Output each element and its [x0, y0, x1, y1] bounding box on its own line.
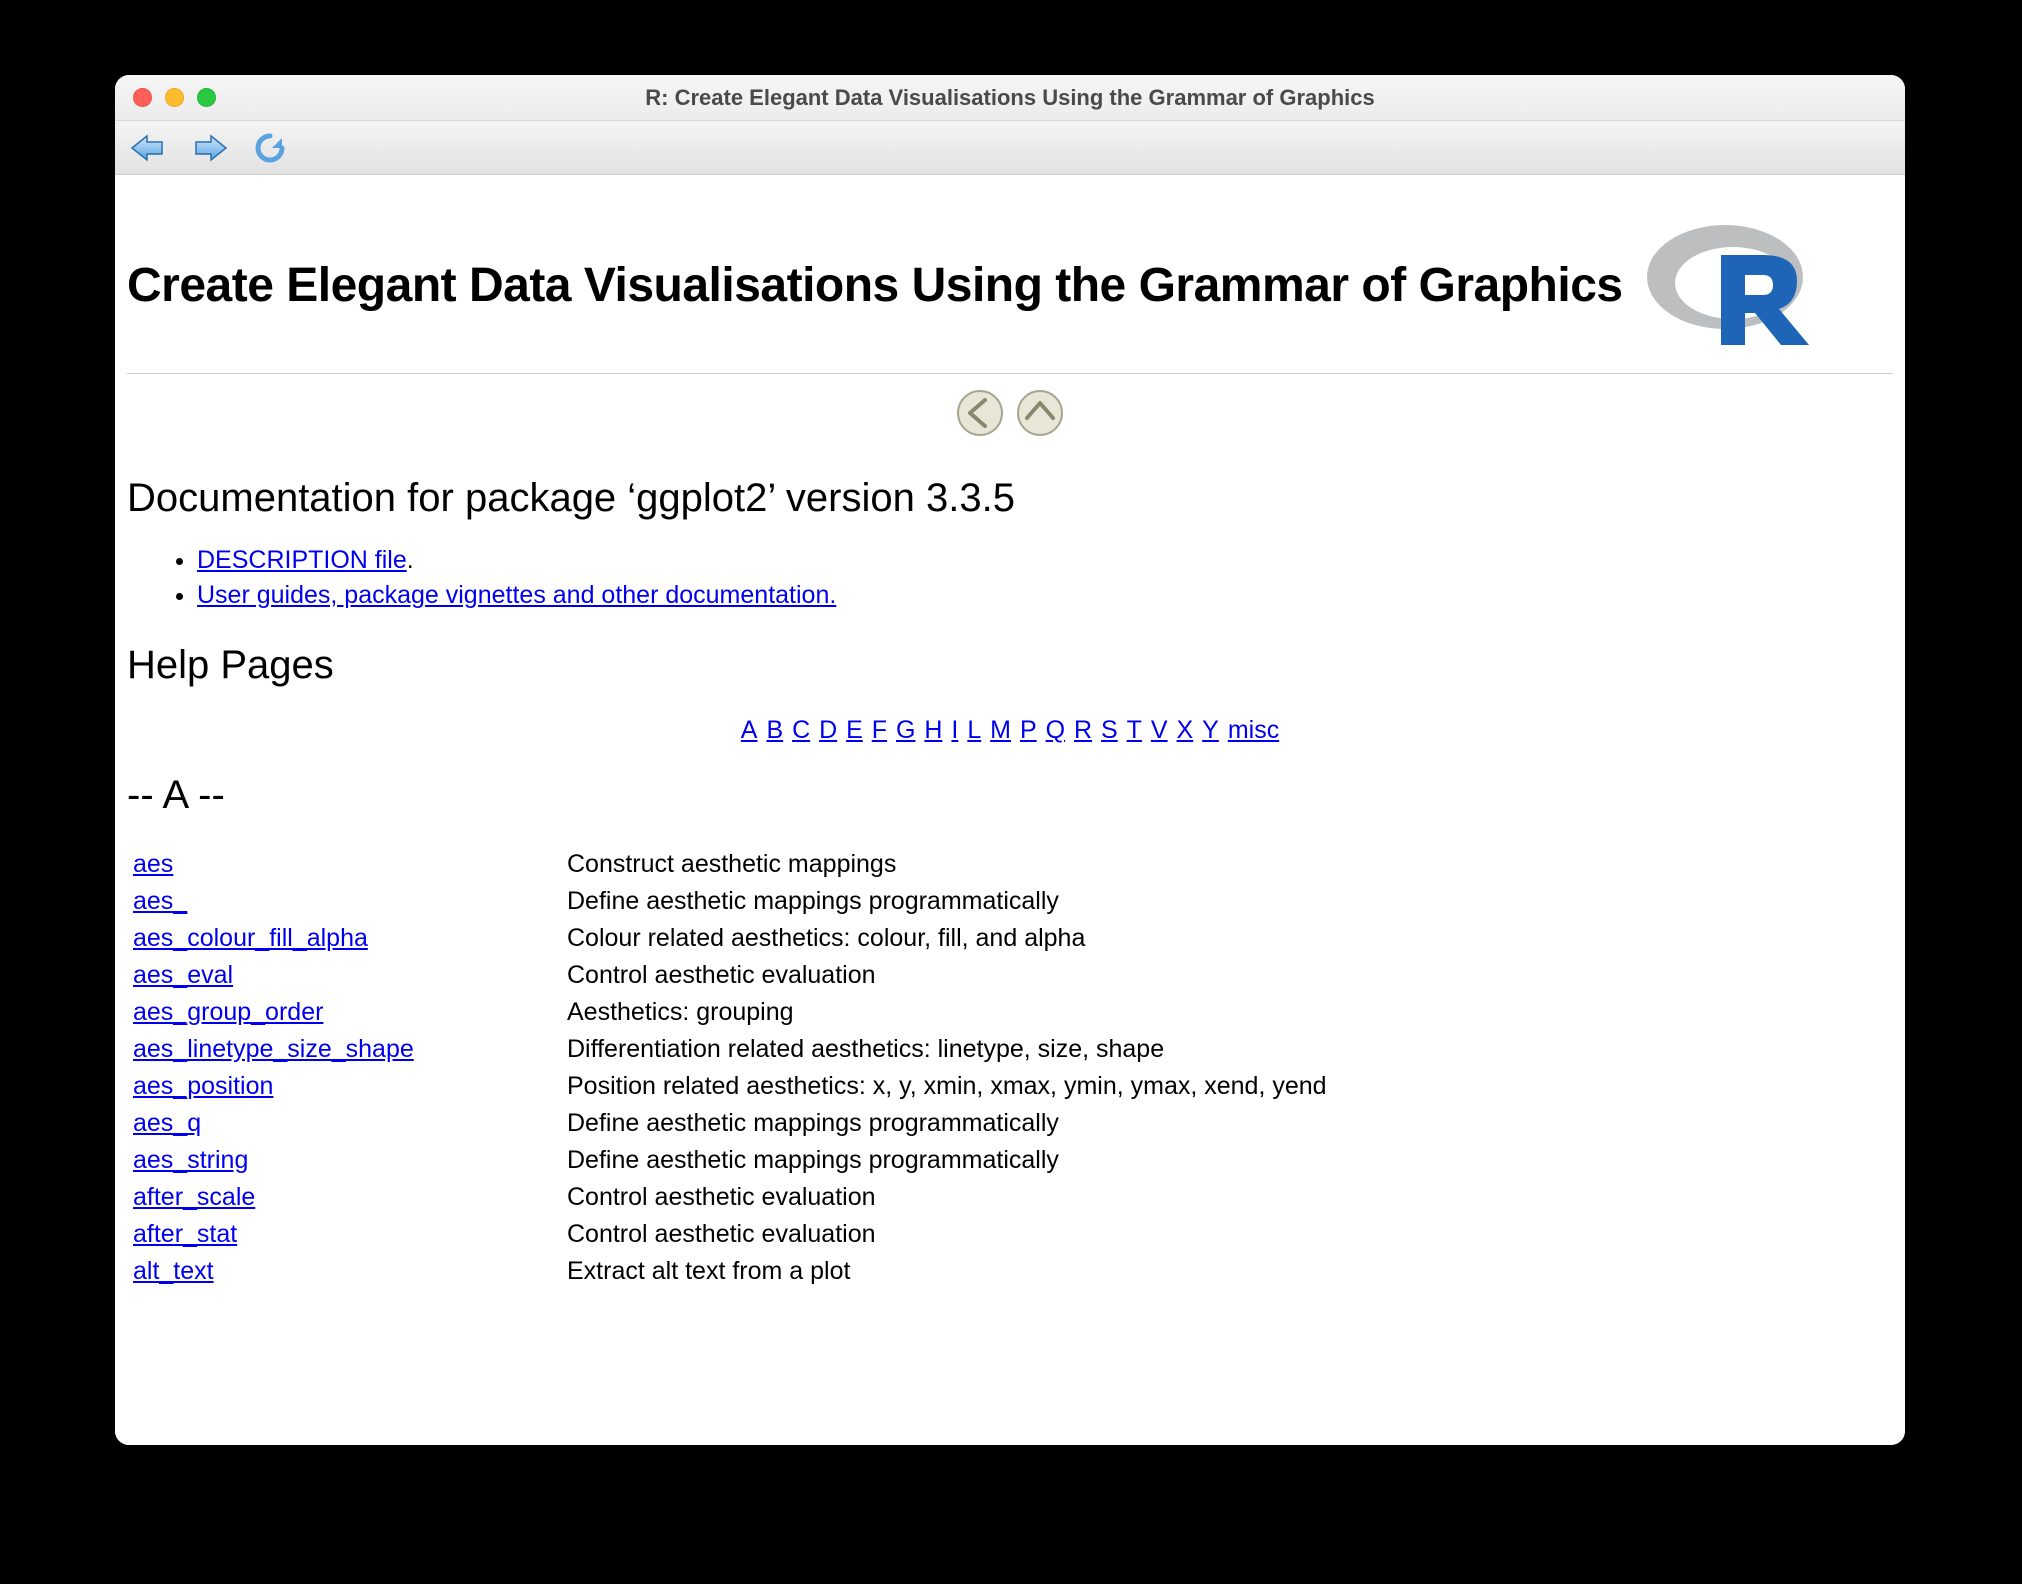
traffic-lights — [115, 88, 216, 107]
table-row: aes_q Define aesthetic mappings programma… — [127, 1105, 1893, 1142]
function-desc: Control aesthetic evaluation — [567, 957, 1893, 994]
function-desc: Define aesthetic mappings programmatical… — [567, 883, 1893, 920]
table-row: aes_string Define aesthetic mappings prog… — [127, 1142, 1893, 1179]
section-letter: -- A -- — [127, 773, 1893, 818]
index-letter[interactable]: B — [766, 716, 783, 744]
function-desc: Position related aesthetics: x, y, xmin,… — [567, 1068, 1893, 1105]
prev-icon[interactable] — [955, 388, 1005, 438]
index-letter[interactable]: A — [741, 716, 758, 744]
app-window: R: Create Elegant Data Visualisations Us… — [115, 75, 1905, 1445]
description-link[interactable]: DESCRIPTION file — [197, 546, 407, 574]
page-title: Create Elegant Data Visualisations Using… — [127, 258, 1623, 313]
index-letter[interactable]: X — [1177, 716, 1194, 744]
function-link[interactable]: aes_position — [133, 1072, 273, 1100]
table-row: aes_ Define aesthetic mappings programmat… — [127, 883, 1893, 920]
function-link[interactable]: aes_colour_fill_alpha — [133, 924, 368, 952]
nav-icons — [127, 388, 1893, 438]
maximize-button[interactable] — [197, 88, 216, 107]
vignettes-link[interactable]: User guides, package vignettes and other… — [197, 581, 836, 609]
function-desc: Construct aesthetic mappings — [567, 846, 1893, 883]
table-row: after_stat Control aesthetic evaluation — [127, 1216, 1893, 1253]
function-desc: Control aesthetic evaluation — [567, 1216, 1893, 1253]
index-letter[interactable]: Q — [1046, 716, 1065, 744]
titlebar: R: Create Elegant Data Visualisations Us… — [115, 75, 1905, 121]
function-link[interactable]: aes_group_order — [133, 998, 323, 1026]
table-row: aes_position Position related aesthetics:… — [127, 1068, 1893, 1105]
table-row: aes_eval Control aesthetic evaluation — [127, 957, 1893, 994]
function-desc: Control aesthetic evaluation — [567, 1179, 1893, 1216]
index-letter[interactable]: H — [924, 716, 942, 744]
forward-button[interactable] — [191, 133, 229, 163]
list-item: DESCRIPTION file. — [197, 543, 1893, 578]
r-logo — [1643, 215, 1813, 355]
doc-links: DESCRIPTION file. User guides, package v… — [127, 543, 1893, 613]
function-link[interactable]: aes_string — [133, 1146, 248, 1174]
table-row: after_scale Control aesthetic evaluation — [127, 1179, 1893, 1216]
function-tbody: aes Construct aesthetic mappings aes_ Defin… — [127, 846, 1893, 1290]
table-row: aes Construct aesthetic mappings — [127, 846, 1893, 883]
index-letter[interactable]: S — [1101, 716, 1118, 744]
index-letter[interactable]: M — [990, 716, 1011, 744]
alphabet-index: A B C D E F G H I L M P Q R S T V X Y mi… — [127, 716, 1893, 745]
toolbar — [115, 121, 1905, 175]
back-button[interactable] — [129, 133, 167, 163]
index-letter[interactable]: T — [1127, 716, 1142, 744]
minimize-button[interactable] — [165, 88, 184, 107]
window-title: R: Create Elegant Data Visualisations Us… — [115, 85, 1905, 111]
function-desc: Define aesthetic mappings programmatical… — [567, 1142, 1893, 1179]
index-letter[interactable]: Y — [1202, 716, 1219, 744]
function-desc: Colour related aesthetics: colour, fill,… — [567, 920, 1893, 957]
page-header: Create Elegant Data Visualisations Using… — [127, 175, 1893, 373]
function-link[interactable]: aes_linetype_size_shape — [133, 1035, 414, 1063]
index-letter[interactable]: C — [792, 716, 810, 744]
table-row: aes_group_order Aesthetics: grouping — [127, 994, 1893, 1031]
function-link[interactable]: aes_ — [133, 887, 187, 915]
refresh-button[interactable] — [253, 131, 287, 165]
index-letter[interactable]: P — [1020, 716, 1037, 744]
index-letter[interactable]: misc — [1228, 716, 1279, 744]
doc-heading: Documentation for package ‘ggplot2’ vers… — [127, 476, 1893, 521]
table-row: aes_colour_fill_alpha Colour related aest… — [127, 920, 1893, 957]
function-table: aes Construct aesthetic mappings aes_ Defin… — [127, 846, 1893, 1290]
index-letter[interactable]: L — [967, 716, 981, 744]
index-letter[interactable]: R — [1074, 716, 1092, 744]
table-row: aes_linetype_size_shape Differentiation r… — [127, 1031, 1893, 1068]
function-desc: Define aesthetic mappings programmatical… — [567, 1105, 1893, 1142]
table-row: alt_text Extract alt text from a plot — [127, 1253, 1893, 1290]
function-link[interactable]: aes_eval — [133, 961, 233, 989]
function-link[interactable]: after_stat — [133, 1220, 237, 1248]
function-desc: Differentiation related aesthetics: line… — [567, 1031, 1893, 1068]
divider — [127, 373, 1893, 374]
function-link[interactable]: alt_text — [133, 1257, 214, 1285]
function-link[interactable]: after_scale — [133, 1183, 255, 1211]
index-letter[interactable]: E — [846, 716, 863, 744]
up-icon[interactable] — [1015, 388, 1065, 438]
index-letter[interactable]: D — [819, 716, 837, 744]
index-letter[interactable]: G — [896, 716, 915, 744]
index-letter[interactable]: V — [1151, 716, 1168, 744]
help-heading: Help Pages — [127, 643, 1893, 688]
function-desc: Extract alt text from a plot — [567, 1253, 1893, 1290]
close-button[interactable] — [133, 88, 152, 107]
function-link[interactable]: aes — [133, 850, 173, 878]
list-item: User guides, package vignettes and other… — [197, 578, 1893, 613]
content-area[interactable]: Create Elegant Data Visualisations Using… — [115, 175, 1905, 1445]
desc-suffix: . — [407, 546, 414, 574]
index-letter[interactable]: I — [951, 716, 958, 744]
function-desc: Aesthetics: grouping — [567, 994, 1893, 1031]
index-letter[interactable]: F — [872, 716, 887, 744]
function-link[interactable]: aes_q — [133, 1109, 201, 1137]
